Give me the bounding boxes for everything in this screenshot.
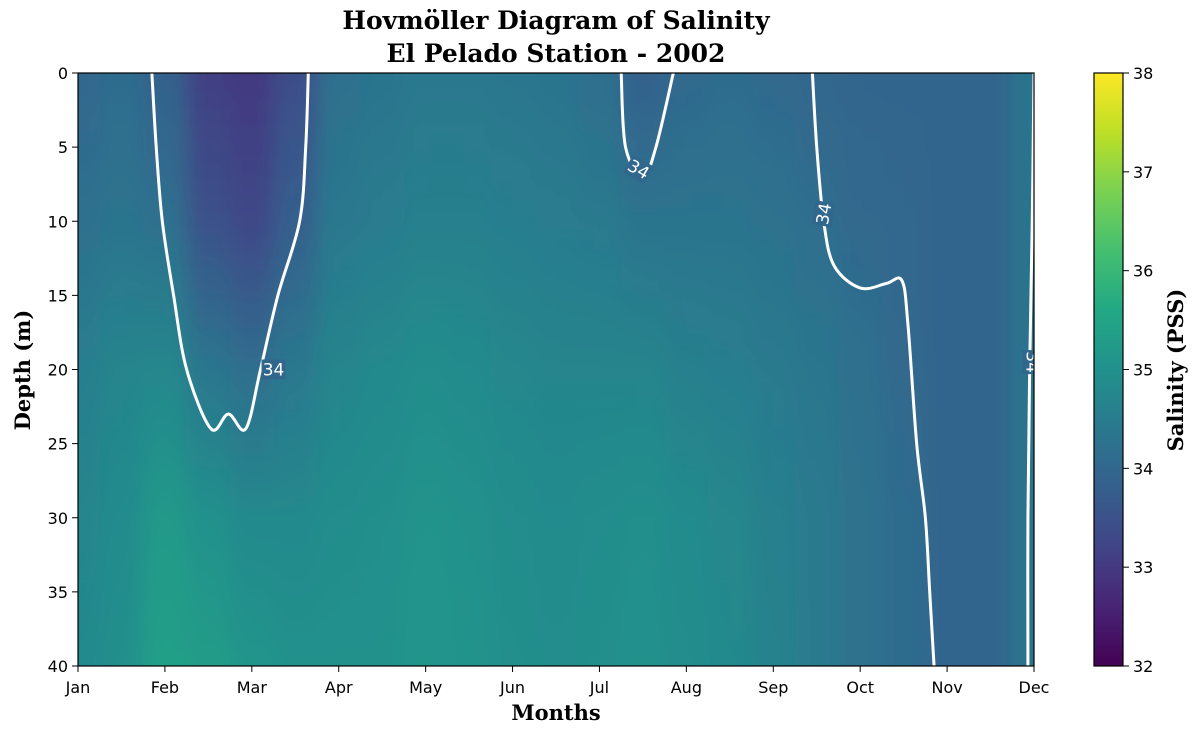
heatmap-cell: [881, 73, 926, 666]
x-axis: Jan Feb Mar Apr May Jun Jul Aug Sep Oct Nov Dec: [65, 666, 1050, 697]
y-tick-label: 5: [58, 138, 68, 157]
colorbar-tick-label: 33: [1133, 558, 1153, 577]
contour-label-34: 34: [1021, 350, 1041, 375]
x-tick-label: Nov: [931, 678, 962, 697]
heatmap-cell: [577, 73, 622, 666]
x-tick-label: Aug: [671, 678, 702, 697]
heatmap-cell: [925, 73, 970, 666]
contour-label-gap: [811, 200, 836, 228]
heatmap-cell: [490, 73, 535, 666]
contour-label-gap: [623, 154, 654, 185]
colorbar-tick-label: 35: [1133, 361, 1153, 380]
contour-label-gap: [1022, 350, 1034, 375]
heatmap-cell: [99, 73, 144, 666]
heatmap-cell: [795, 73, 840, 666]
heatmap-cell: [447, 73, 492, 666]
contour-label-gap: [261, 359, 286, 380]
y-axis-title: Depth (m): [10, 310, 35, 431]
colorbar-bar: [1093, 72, 1124, 667]
x-tick-label: Apr: [325, 678, 353, 697]
heatmap-cell: [708, 73, 753, 666]
y-tick-label: 40: [48, 657, 68, 676]
contour-label-text: 34: [263, 361, 285, 381]
x-tick-label: Feb: [151, 678, 179, 697]
colorbar-tick-label: 38: [1133, 64, 1153, 83]
contour-label-34: 34: [261, 359, 286, 381]
y-axis: 0 5 10 15 20 25 30 35 40: [48, 64, 78, 676]
heatmap-cell: [360, 73, 405, 666]
chart-subtitle: El Pelado Station - 2002: [387, 39, 726, 68]
heatmap-cell: [968, 73, 1013, 666]
heatmap-cell: [664, 73, 709, 666]
y-tick-label: 25: [48, 435, 68, 454]
colorbar-title: Salinity (PSS): [1163, 289, 1188, 452]
heatmap-cell: [143, 73, 188, 666]
x-tick-label: Dec: [1019, 678, 1050, 697]
heatmap-cell: [78, 73, 101, 666]
x-tick-label: Sep: [758, 678, 788, 697]
x-tick-label: Jun: [499, 678, 525, 697]
y-tick-label: 10: [48, 212, 68, 231]
heatmap-cell: [534, 73, 579, 666]
y-tick-label: 35: [48, 583, 68, 602]
x-tick-label: May: [409, 678, 442, 697]
colorbar-tick-label: 36: [1133, 262, 1153, 281]
heatmap-cell: [1012, 73, 1034, 666]
contour-label-34: 34: [811, 200, 836, 228]
y-tick-label: 15: [48, 286, 68, 305]
colorbar: 32 33 34 35 36 37 38: [1093, 64, 1153, 676]
x-tick-label: Jan: [65, 678, 91, 697]
x-tick-label: Oct: [846, 678, 874, 697]
y-tick-label: 0: [58, 64, 68, 83]
colorbar-tick-label: 32: [1133, 657, 1153, 676]
colorbar-ticks: 32 33 34 35 36 37 38: [1123, 64, 1153, 676]
contour-line-34: [150, 73, 310, 432]
colorbar-tick-label: 37: [1133, 163, 1153, 182]
y-tick-label: 20: [48, 361, 68, 380]
heatmap-cell: [186, 73, 231, 666]
contour-label-text: 34: [1021, 351, 1041, 373]
heatmap-cell: [838, 73, 883, 666]
heatmap-cell: [751, 73, 796, 666]
heatmap-cell: [317, 73, 362, 666]
x-axis-title: Months: [511, 700, 600, 725]
heatmap-cell: [403, 73, 448, 666]
chart-title: Hovmöller Diagram of Salinity: [342, 6, 771, 35]
colorbar-tick-label: 34: [1133, 459, 1153, 478]
x-tick-label: Mar: [237, 678, 268, 697]
contour-label-text: 34: [813, 202, 836, 227]
x-tick-label: Jul: [589, 678, 609, 697]
y-tick-label: 30: [48, 509, 68, 528]
